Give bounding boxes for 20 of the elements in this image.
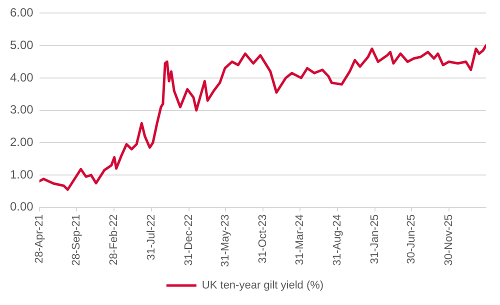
x-tick-label: 31-Jan-25 xyxy=(368,214,381,264)
y-tick-label: 3.00 xyxy=(10,102,34,117)
x-tick-label: 28-Sep-21 xyxy=(70,214,83,266)
x-tick-label: 31-Aug-24 xyxy=(332,214,344,266)
x-tick-label: 30-Nov-25 xyxy=(442,214,455,266)
x-tick-label: 30-Jun-25 xyxy=(406,214,418,264)
x-tick-label: 31-Dec-22 xyxy=(182,214,195,266)
x-tick-label: 28-Apr-21 xyxy=(33,214,46,264)
x-tick-label: 28-Feb-22 xyxy=(108,214,120,266)
x-tick-label: 31-May-23 xyxy=(220,214,232,267)
y-tick-label: 0.00 xyxy=(10,200,34,214)
y-tick-label: 5.00 xyxy=(10,38,34,52)
x-tick-label: 31-Jul-22 xyxy=(145,214,158,260)
y-tick-label: 4.00 xyxy=(10,70,34,84)
y-tick-label: 6.00 xyxy=(10,6,34,20)
legend-label: UK ten-year gilt yield (%) xyxy=(202,280,324,292)
y-tick-label: 2.00 xyxy=(10,134,34,149)
x-tick-label: 31-Oct-23 xyxy=(257,214,270,264)
x-tick-label: 31-Mar-24 xyxy=(294,214,306,266)
y-tick-label: 1.00 xyxy=(10,167,34,182)
